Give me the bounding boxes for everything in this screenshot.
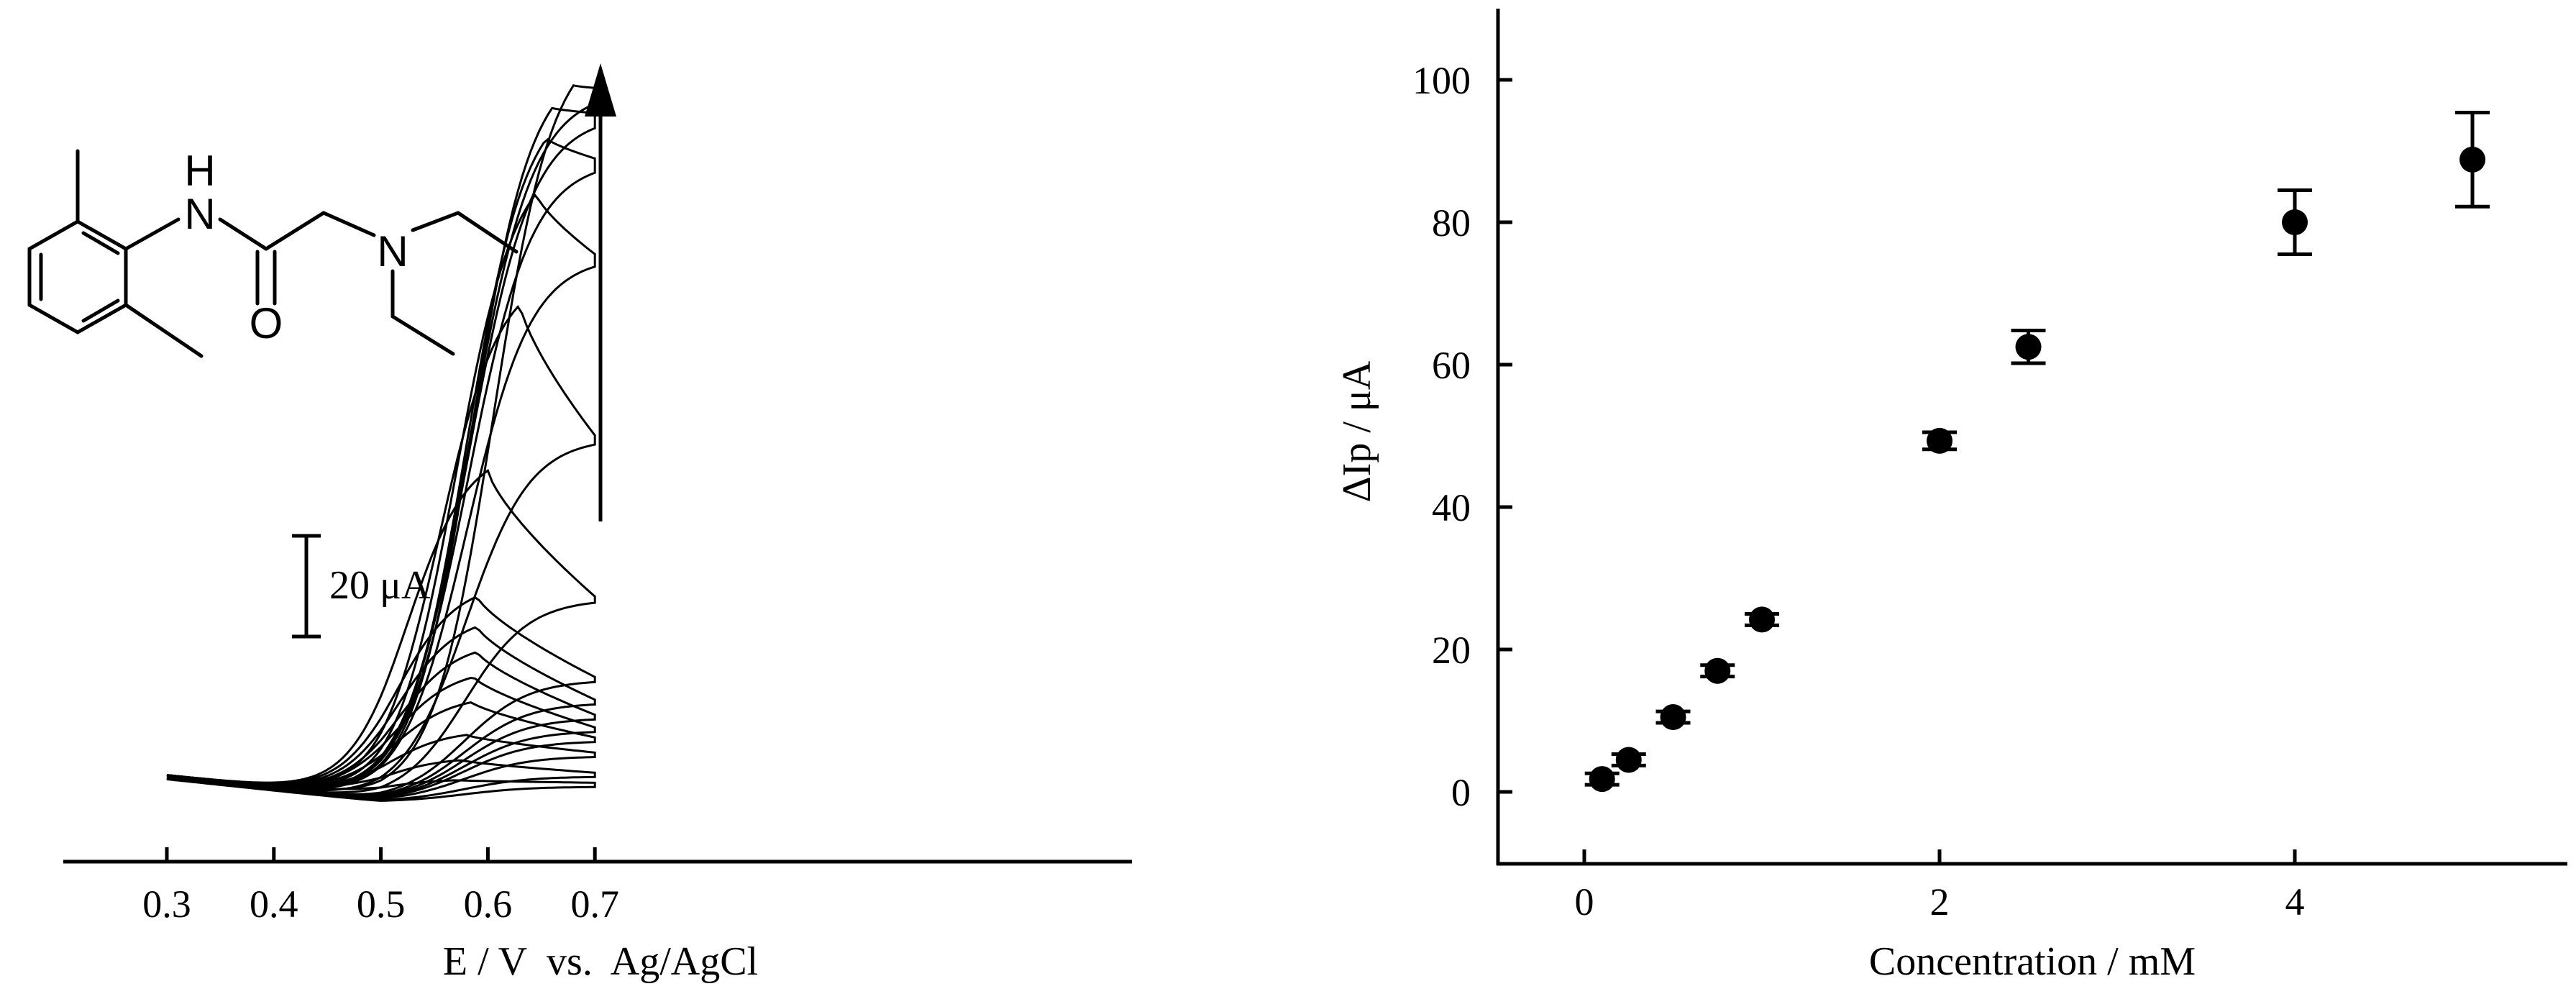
molecule-carbonyl-o-label: O bbox=[250, 299, 283, 347]
calibration-y-tick-label-20: 20 bbox=[1432, 629, 1471, 672]
calibration-point-7 bbox=[2015, 334, 2042, 360]
voltammogram-x-ticks: 0.3 0.4 0.5 0.6 0.7 bbox=[142, 847, 619, 926]
calibration-y-tick-label-100: 100 bbox=[1412, 59, 1471, 102]
calibration-point-1 bbox=[1589, 766, 1615, 793]
voltammogram-trace-9 bbox=[166, 468, 596, 794]
calibration-point-9 bbox=[2459, 146, 2485, 173]
calibration-point-4 bbox=[1704, 657, 1731, 684]
calibration-point-6 bbox=[1927, 427, 1952, 454]
voltammogram-trace-10 bbox=[166, 304, 596, 792]
voltammogram-x-tick-label-0.5: 0.5 bbox=[357, 883, 406, 926]
voltammogram-panel: 0.3 0.4 0.5 0.6 0.7 E / V vs. Ag/AgCl 20 μA bbox=[27, 63, 1132, 984]
voltammogram-trace-6 bbox=[166, 651, 596, 798]
calibration-y-tick-label-0: 0 bbox=[1451, 771, 1471, 814]
voltammogram-x-tick-label-0.4: 0.4 bbox=[250, 883, 298, 926]
calibration-x-axis-label: Concentration / mM bbox=[1869, 939, 2196, 984]
scale-bar-label: 20 μA bbox=[329, 563, 431, 608]
molecule-amine-n-label: N bbox=[377, 227, 408, 275]
voltammogram-x-tick-label-0.7: 0.7 bbox=[570, 883, 619, 926]
calibration-points bbox=[1584, 111, 2490, 793]
voltammogram-curves bbox=[166, 84, 596, 802]
calibration-x-ticks: 0246810 bbox=[1575, 849, 2305, 924]
voltammogram-x-tick-label-0.3: 0.3 bbox=[142, 883, 191, 926]
calibration-y-tick-label-60: 60 bbox=[1432, 344, 1471, 387]
calibration-point-8 bbox=[2282, 209, 2308, 235]
current-scale-bar bbox=[292, 534, 321, 639]
calibration-y-axis-label: ΔIp / μA bbox=[1335, 360, 1379, 502]
calibration-point-5 bbox=[1749, 606, 1775, 633]
molecule-nh-n-label: N bbox=[184, 190, 215, 238]
molecule-nh-h-label: H bbox=[184, 147, 215, 195]
calibration-y-tick-label-40: 40 bbox=[1432, 486, 1471, 529]
voltammogram-trace-14 bbox=[166, 84, 596, 790]
calibration-y-tick-label-80: 80 bbox=[1432, 201, 1471, 245]
calibration-point-3 bbox=[1660, 704, 1686, 731]
calibration-x-tick-label-0: 0 bbox=[1575, 880, 1594, 924]
voltammogram-trace-11 bbox=[166, 193, 596, 790]
voltammogram-x-axis-label: E / V vs. Ag/AgCl bbox=[443, 939, 758, 984]
calibration-x-tick-label-2: 2 bbox=[1930, 880, 1950, 924]
up-arrow-icon bbox=[585, 63, 616, 521]
lidocaine-structure bbox=[27, 149, 519, 358]
voltammogram-x-tick-label-0.6: 0.6 bbox=[464, 883, 513, 926]
calibration-x-tick-label-4: 4 bbox=[2285, 880, 2305, 924]
calibration-point-2 bbox=[1615, 747, 1642, 773]
voltammogram-trace-7 bbox=[166, 626, 596, 797]
calibration-y-ticks: 0 20 40 60 80 100 bbox=[1412, 59, 1512, 814]
